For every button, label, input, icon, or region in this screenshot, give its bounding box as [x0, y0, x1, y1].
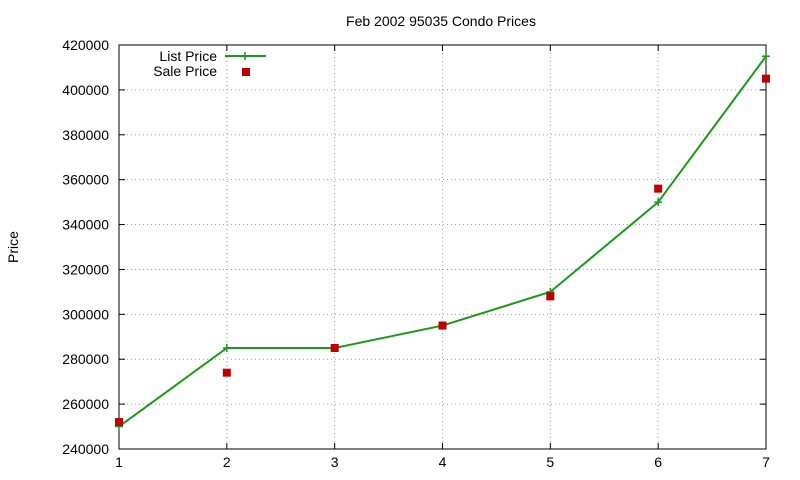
legend-marker-sale-price	[242, 68, 250, 76]
list-price-point	[654, 198, 663, 207]
sale-price-point	[115, 418, 123, 427]
x-tick-label: 6	[654, 454, 662, 470]
x-tick-label: 1	[115, 454, 123, 470]
y-tick-label: 320000	[62, 261, 109, 277]
y-tick-label: 360000	[62, 172, 109, 188]
y-tick-label: 340000	[62, 217, 109, 233]
y-tick-label: 400000	[62, 82, 109, 98]
legend: List Price Sale Price	[153, 48, 266, 79]
y-tick-label: 240000	[62, 441, 109, 457]
x-tick-label: 5	[546, 454, 554, 470]
x-tick-label: 3	[331, 454, 339, 470]
legend-label-sale-price: Sale Price	[153, 63, 217, 79]
grid	[119, 45, 766, 449]
series	[115, 52, 770, 431]
chart-title: Feb 2002 95035 Condo Prices	[346, 13, 536, 29]
y-tick-label: 280000	[62, 351, 109, 367]
y-axis-label: Price	[5, 231, 21, 263]
list-price-point	[222, 344, 231, 352]
y-tick-label: 300000	[62, 306, 109, 322]
y-tick-label: 420000	[62, 37, 109, 53]
legend-marker-list-price	[241, 52, 249, 60]
x-tick-label: 7	[762, 454, 770, 470]
sale-price-point	[546, 292, 555, 301]
x-tick-label: 2	[223, 454, 231, 470]
sale-price-point	[222, 368, 231, 377]
sale-price-point	[438, 321, 447, 330]
x-tick-label: 4	[439, 454, 447, 470]
sale-price-point	[654, 184, 663, 193]
series-sale-price	[115, 74, 770, 427]
y-tick-label: 260000	[62, 396, 109, 412]
sale-price-point	[762, 74, 770, 83]
ticks: 240000 260000 280000 300000 320000 340000 3600…	[62, 37, 770, 470]
y-tick-label: 380000	[62, 127, 109, 143]
legend-label-list-price: List Price	[159, 48, 217, 64]
sale-price-point	[330, 344, 339, 352]
list-price-point	[762, 52, 770, 61]
